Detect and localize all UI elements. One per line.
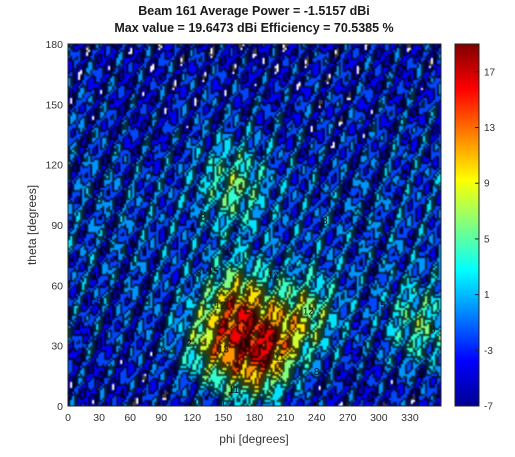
x-tick-label: 180	[246, 412, 264, 424]
contour-label: 8	[200, 210, 206, 221]
contour-label: 15	[207, 266, 219, 277]
x-axis-label: phi [degrees]	[219, 432, 288, 446]
contour-label: 12	[181, 339, 193, 350]
contour-label: 5	[96, 296, 102, 307]
x-tick-label: 120	[184, 412, 202, 424]
contour-label: 2	[368, 63, 374, 74]
x-tick-label: 90	[155, 412, 167, 424]
colorbar-tick-label: 1	[484, 290, 490, 301]
y-tick-label: 90	[51, 220, 63, 232]
y-tick-label: 180	[45, 39, 63, 51]
contour-label: 8	[161, 347, 167, 358]
x-tick-label: 60	[124, 412, 136, 424]
x-tick-label: 210	[277, 412, 295, 424]
contour-label: 14	[221, 244, 233, 255]
contour-label: 8	[430, 325, 436, 336]
x-tick-label: 30	[93, 412, 105, 424]
colorbar-tick-label: -3	[484, 346, 493, 357]
contour-label: 11	[274, 353, 285, 364]
colorbar-tick-label: 5	[484, 234, 490, 245]
y-axis-ticks: 0 30 60 90 120 150 180	[45, 39, 72, 413]
contour-label: 11	[229, 385, 240, 396]
contour-label: 2	[111, 67, 117, 78]
colorbar-tick-label: -7	[484, 402, 493, 413]
contour-label: 13	[218, 345, 230, 356]
y-tick-label: 0	[57, 401, 63, 413]
y-axis-label: theta [degrees]	[25, 185, 39, 265]
colorbar-tick-label: 9	[484, 179, 490, 190]
contour-label: 5	[345, 397, 351, 408]
y-tick-label: 150	[45, 99, 63, 111]
x-tick-label: 270	[339, 412, 357, 424]
chart-subtitle: Max value = 19.6473 dBi Efficiency = 70.…	[114, 21, 393, 35]
x-tick-label: 0	[65, 412, 71, 424]
contour-label: 8	[94, 381, 100, 392]
colorbar-tick-label: 17	[484, 67, 496, 78]
x-tick-label: 300	[370, 412, 388, 424]
x-tick-label: 240	[308, 412, 326, 424]
x-tick-label: 330	[401, 412, 419, 424]
y-tick-label: 60	[51, 280, 63, 292]
colorbar: -7 -3 1 5 9 13 17	[454, 43, 496, 413]
x-tick-label: 150	[215, 412, 233, 424]
contour-label: 8	[196, 268, 202, 279]
x-axis-ticks: 0 30 60 90 120 150 180 210 240 270 300 330	[65, 402, 419, 424]
y-tick-label: 120	[45, 160, 63, 172]
contour-label: 2	[107, 164, 113, 175]
contour-label: 8	[198, 397, 204, 408]
contour-label: 12	[303, 306, 315, 317]
contour-label: 5	[407, 140, 413, 151]
contour-label: 8	[314, 367, 320, 378]
contour-label: 5	[380, 300, 386, 311]
colorbar-tick-label: 13	[484, 123, 496, 134]
heatmap-image	[68, 44, 441, 406]
chart-title: Beam 161 Average Power = -1.5157 dBi	[138, 4, 370, 18]
y-tick-label: 30	[51, 341, 63, 353]
contour-label: 12	[215, 300, 227, 311]
contour-label: 8	[322, 216, 328, 227]
contour-label: 12	[268, 270, 280, 281]
